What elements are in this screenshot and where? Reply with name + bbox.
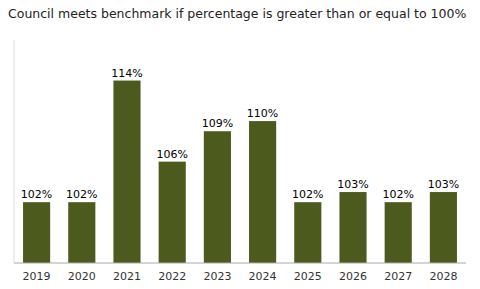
x-tick-label: 2028 [429, 270, 457, 283]
y-axis-line [14, 40, 15, 263]
bar [430, 192, 457, 263]
data-label: 106% [156, 148, 187, 161]
data-label: 114% [111, 67, 142, 80]
x-tick-label: 2024 [249, 270, 277, 283]
chart: Council meets benchmark if percentage is… [0, 0, 480, 289]
bar [159, 162, 186, 263]
x-tick-label: 2026 [339, 270, 367, 283]
x-tick-label: 2021 [113, 270, 141, 283]
x-tick-label: 2020 [68, 270, 96, 283]
data-label: 109% [202, 117, 233, 130]
data-label: 103% [428, 178, 459, 191]
data-label: 102% [292, 188, 323, 201]
bar [294, 202, 321, 263]
x-tick-label: 2027 [384, 270, 412, 283]
bar [204, 131, 231, 263]
data-label: 102% [21, 188, 52, 201]
x-tick-label: 2023 [203, 270, 231, 283]
x-tick-label: 2022 [158, 270, 186, 283]
bar [385, 202, 412, 263]
x-tick-label: 2019 [23, 270, 51, 283]
data-label: 102% [66, 188, 97, 201]
x-axis-line [14, 263, 466, 264]
data-label: 110% [247, 107, 278, 120]
title: Council meets benchmark if percentage is… [8, 6, 466, 21]
data-label: 103% [337, 178, 368, 191]
bar [23, 202, 50, 263]
data-label: 102% [382, 188, 413, 201]
bar [68, 202, 95, 263]
x-tick-label: 2025 [294, 270, 322, 283]
bars [23, 81, 457, 263]
bar [113, 81, 140, 263]
bar [249, 121, 276, 263]
bar [339, 192, 366, 263]
